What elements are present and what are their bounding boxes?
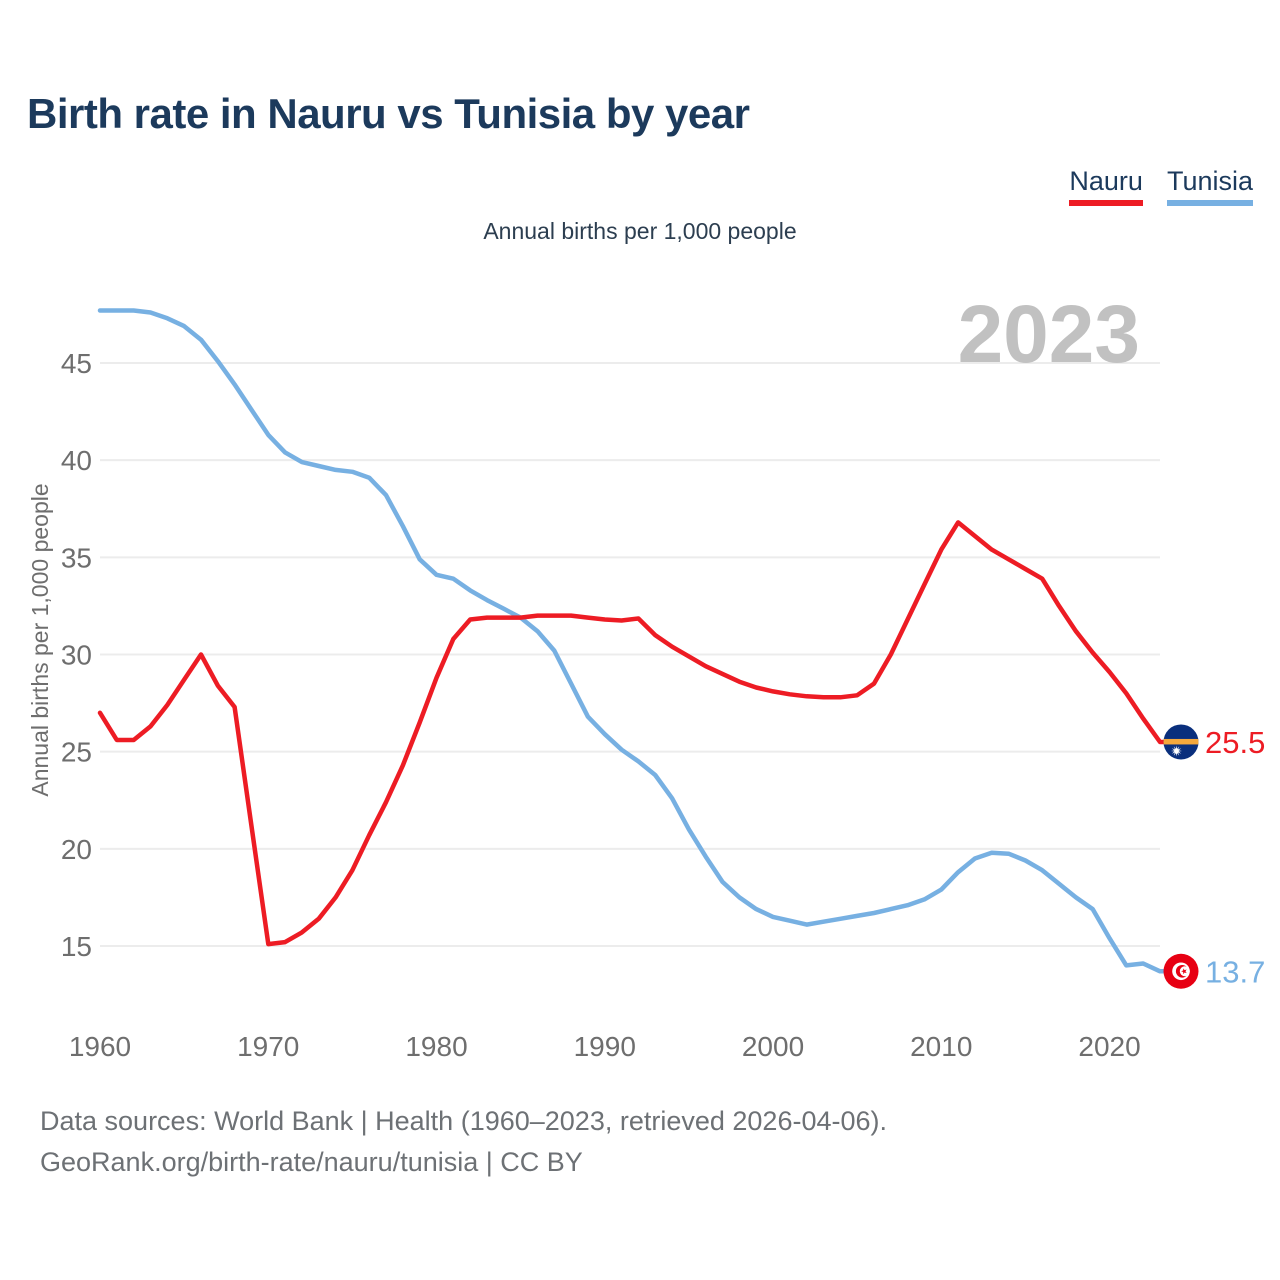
chart-subtitle: Annual births per 1,000 people [483,218,797,244]
y-tick-label: 35 [61,542,92,573]
y-tick-label: 45 [61,348,92,379]
watermark-year: 2023 [958,289,1140,380]
y-tick-label: 20 [61,834,92,865]
x-tick-label: 1970 [237,1031,299,1062]
y-tick-label: 40 [61,445,92,476]
footer-sources: Data sources: World Bank | Health (1960–… [40,1106,887,1136]
legend-label-tunisia: Tunisia [1166,166,1253,196]
legend-underline-nauru [1069,200,1143,206]
x-tick-label: 1990 [574,1031,636,1062]
legend-label-nauru: Nauru [1069,166,1143,196]
y-tick-label: 15 [61,931,92,962]
x-tick-label: 1980 [405,1031,467,1062]
x-tick-label: 2020 [1078,1031,1140,1062]
x-tick-label: 2000 [742,1031,804,1062]
y-tick-label: 30 [61,640,92,671]
tunisia-flag-icon [1163,953,1199,989]
tunisia-line [97,308,1173,974]
tunisia-end-value: 13.7 [1205,954,1265,989]
nauru-line [97,520,1173,947]
x-tick-label: 1960 [69,1031,131,1062]
legend-item-nauru[interactable]: Nauru [1069,166,1143,210]
page-title: Birth rate in Nauru vs Tunisia by year [27,90,750,137]
nauru-flag-icon [1163,724,1199,760]
y-tick-label: 25 [61,737,92,768]
y-axis-title: Annual births per 1,000 people [27,483,53,796]
legend-item-tunisia[interactable]: Tunisia [1166,166,1253,210]
legend: Nauru Tunisia [1069,166,1253,210]
nauru-end-value: 25.5 [1205,725,1265,760]
chart-footer: Data sources: World Bank | Health (1960–… [40,1101,887,1183]
footer-attribution: GeoRank.org/birth-rate/nauru/tunisia | C… [40,1147,583,1177]
x-tick-label: 2010 [910,1031,972,1062]
legend-underline-tunisia [1166,200,1253,206]
